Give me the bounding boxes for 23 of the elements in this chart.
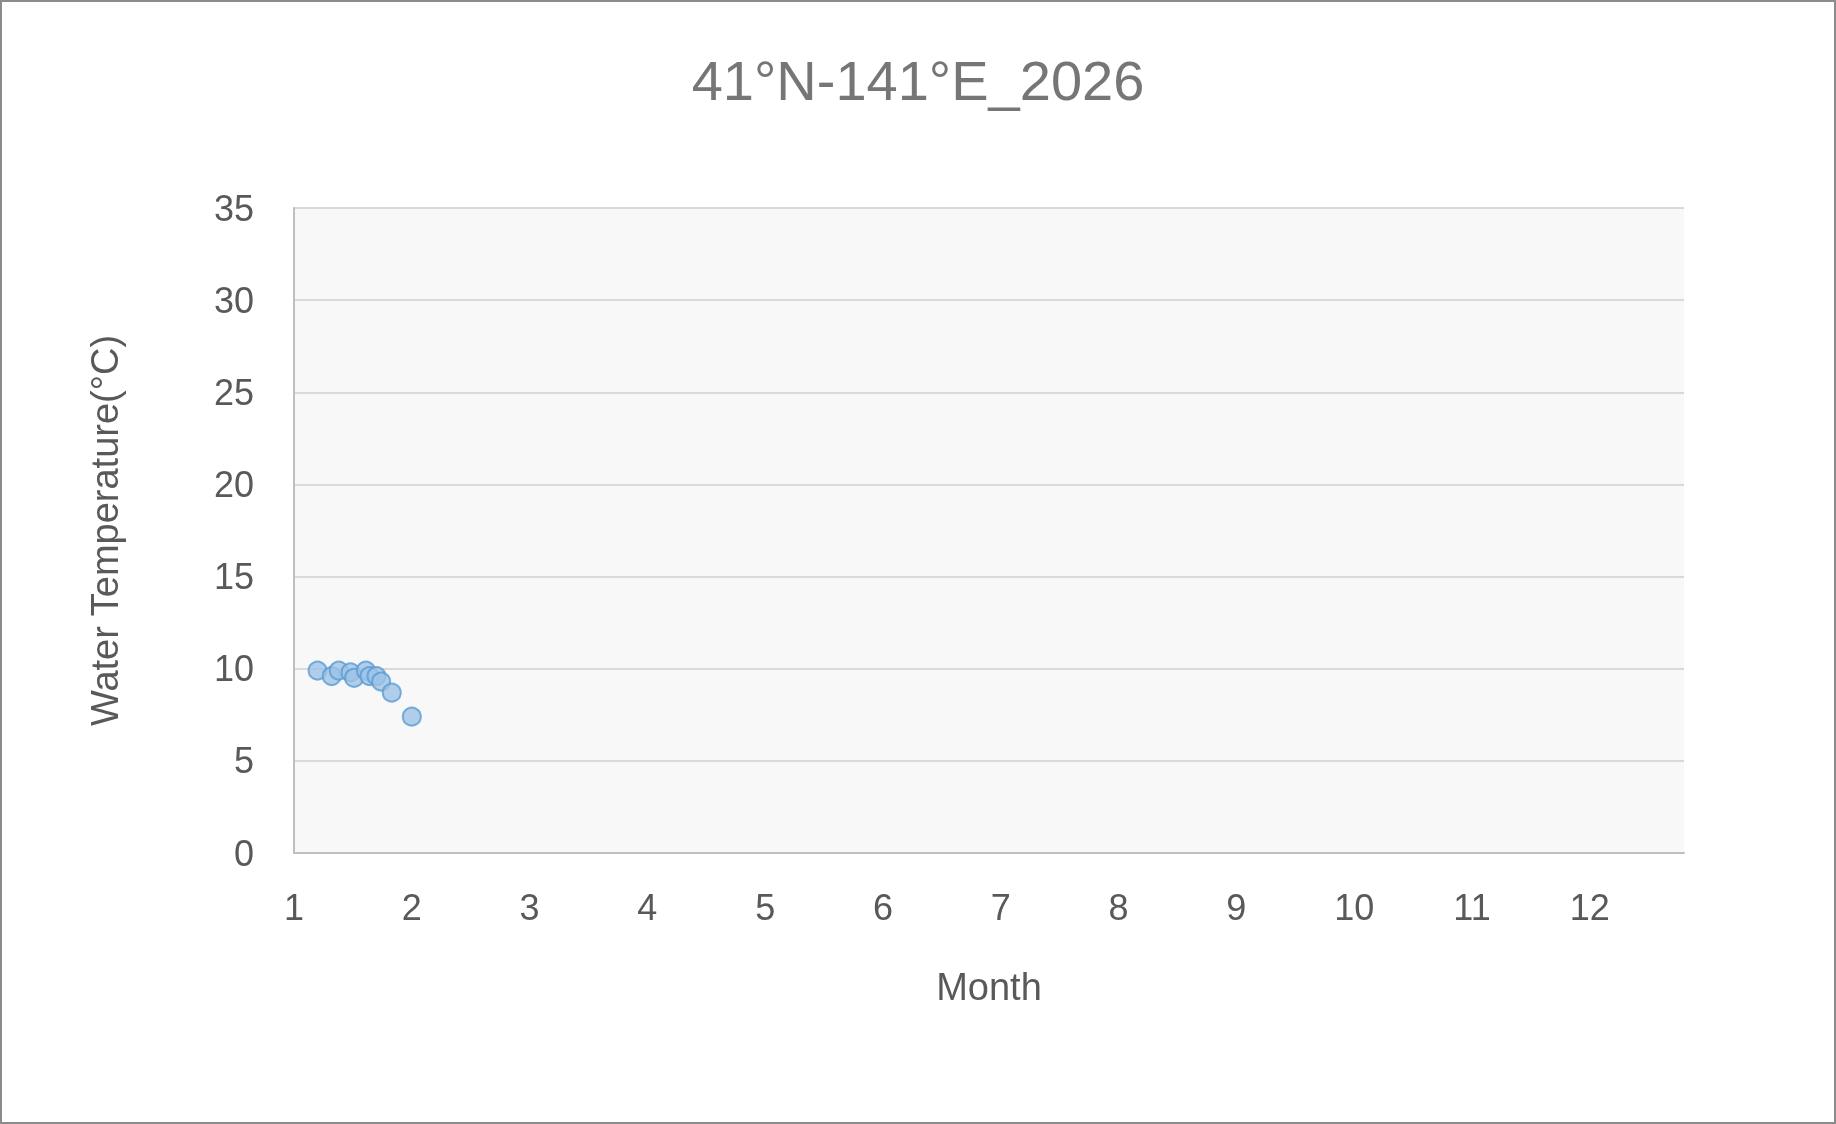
x-tick-label: 10 xyxy=(1334,886,1375,928)
y-tick-label: 10 xyxy=(213,648,254,690)
x-tick-label: 3 xyxy=(519,886,540,928)
x-tick-label: 2 xyxy=(401,886,422,928)
x-tick-label: 7 xyxy=(990,886,1011,928)
y-tick-label: 15 xyxy=(213,556,254,598)
x-tick-label: 11 xyxy=(1453,886,1491,928)
x-tick-label: 6 xyxy=(872,886,893,928)
x-axis-title: Month xyxy=(936,966,1042,1008)
chart-title: 41°N-141°E_2026 xyxy=(691,48,1145,112)
x-tick-label: 8 xyxy=(1108,886,1129,928)
x-tick-label: 9 xyxy=(1226,886,1247,928)
y-tick-label: 25 xyxy=(213,371,254,413)
y-axis-title: Water Temperature(°C) xyxy=(84,334,126,727)
x-tick-label: 1 xyxy=(283,886,305,928)
y-tick-label: 5 xyxy=(233,740,254,782)
y-tick-label: 30 xyxy=(213,279,254,321)
x-tick-label: 5 xyxy=(755,886,776,928)
y-tick-label: 20 xyxy=(213,463,254,505)
x-tick-label: 4 xyxy=(637,886,658,928)
y-tick-label: 0 xyxy=(233,832,254,874)
x-tick-label: 12 xyxy=(1569,886,1610,928)
y-tick-label: 35 xyxy=(213,187,254,229)
